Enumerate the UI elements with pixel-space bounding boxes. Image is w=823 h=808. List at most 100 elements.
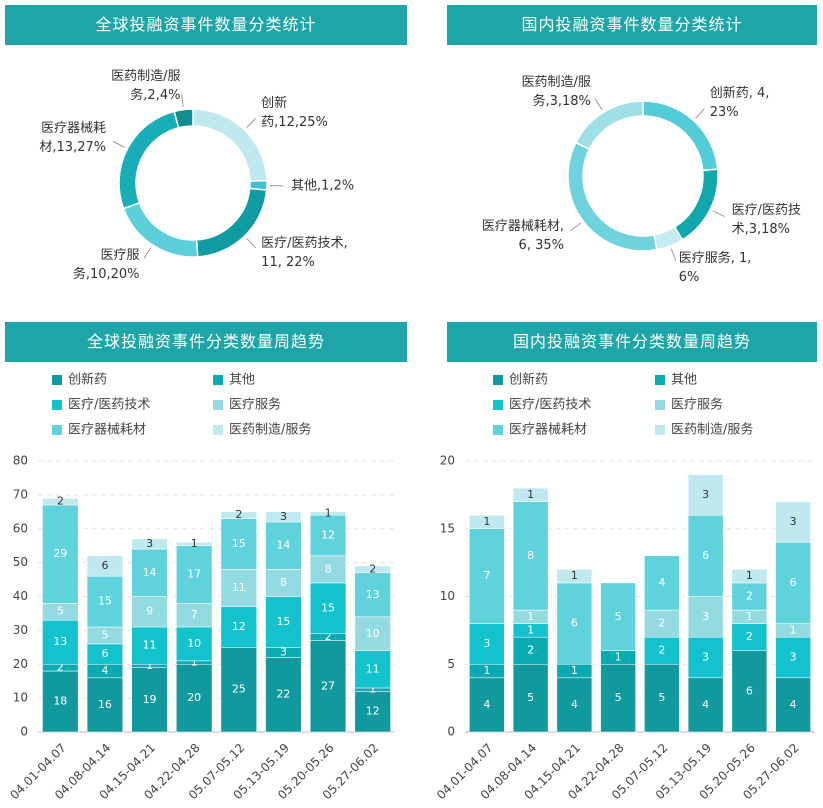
bar-segment xyxy=(265,511,302,523)
donut-slice xyxy=(673,168,719,241)
bar-segment xyxy=(600,582,636,651)
bar-segment xyxy=(131,548,168,597)
data-label: 2 xyxy=(527,644,534,657)
y-tick-label: 20 xyxy=(440,454,455,468)
data-label: 3 xyxy=(702,650,709,663)
data-label: 2 xyxy=(658,644,665,657)
leader-line xyxy=(670,248,677,262)
data-label: 6 xyxy=(101,559,108,572)
leader-line xyxy=(594,98,603,110)
bar-segment xyxy=(687,636,724,679)
data-label: 5 xyxy=(57,605,64,618)
bar-segment xyxy=(512,664,549,733)
legend-label: 医疗/医药技术 xyxy=(509,398,591,413)
data-label: 2 xyxy=(369,562,376,575)
data-label: 11 xyxy=(143,639,157,652)
bar-segment xyxy=(131,538,168,550)
bar-segment xyxy=(220,511,257,519)
data-label: 其他,1,2% xyxy=(290,178,355,194)
data-label: 3 xyxy=(702,610,709,623)
legend-label: 医疗服务 xyxy=(671,397,723,413)
bar-segment xyxy=(86,575,124,628)
bar-segment xyxy=(354,691,391,733)
data-label: 1 xyxy=(483,664,490,677)
bar-segment xyxy=(775,636,811,679)
bar-segment xyxy=(775,542,811,624)
data-label: 2 xyxy=(57,495,64,508)
data-label: 7 xyxy=(483,569,490,582)
bar-segment xyxy=(354,572,391,618)
donut-slice xyxy=(192,108,268,182)
bar-segment xyxy=(354,616,391,651)
data-label: 7 xyxy=(191,608,198,621)
data-label: 1 xyxy=(325,507,332,520)
data-label: 1 xyxy=(527,488,534,501)
bar-segment xyxy=(220,606,257,648)
data-label: 6 xyxy=(702,549,709,562)
legend-swatch xyxy=(52,425,62,435)
data-label: 1 xyxy=(483,515,490,528)
legend-label: 医疗器械耗材 xyxy=(509,423,587,438)
legend-swatch xyxy=(655,375,665,385)
leader-line xyxy=(180,93,184,107)
bar-segment xyxy=(354,565,391,574)
data-label: 8 xyxy=(325,562,332,575)
legend-swatch xyxy=(213,375,223,385)
bar-segment xyxy=(512,501,549,611)
bar-segment xyxy=(220,569,257,607)
bar-segment xyxy=(309,555,347,584)
data-label: 14 xyxy=(143,566,157,579)
y-tick-label: 40 xyxy=(13,589,28,603)
data-label: 5 xyxy=(615,610,622,623)
bar-segment xyxy=(556,677,593,733)
data-label: 6 xyxy=(746,684,753,697)
data-label: 1 xyxy=(571,569,578,582)
legend-swatch xyxy=(52,375,62,385)
data-label: 15 xyxy=(276,615,290,628)
data-label: 1 xyxy=(746,569,753,582)
data-label: 19 xyxy=(143,693,157,706)
y-tick-label: 0 xyxy=(20,725,28,739)
data-label: 3 xyxy=(790,650,797,663)
data-label: 创新药, 4, 23% xyxy=(709,85,770,120)
y-tick-label: 30 xyxy=(13,623,28,637)
data-label: 1 xyxy=(191,537,198,550)
bar-segment xyxy=(309,582,347,635)
bar-segment xyxy=(731,650,768,733)
bar-segment xyxy=(775,501,811,543)
bar-segment xyxy=(42,619,79,665)
donut-slice xyxy=(118,110,180,210)
data-label: 4 xyxy=(790,698,797,711)
data-label: 13 xyxy=(53,635,67,648)
data-label: 27 xyxy=(321,679,335,692)
bar-segment xyxy=(86,555,124,577)
leader-line xyxy=(570,222,582,232)
bar-segment xyxy=(265,657,302,733)
data-label: 1 xyxy=(746,610,753,623)
bar-segment xyxy=(644,609,680,638)
bar-segment xyxy=(556,582,593,665)
bar-segment xyxy=(42,670,79,733)
y-tick-label: 10 xyxy=(440,589,455,603)
data-label: 1 xyxy=(790,623,797,636)
data-label: 1 xyxy=(527,623,534,636)
legend-swatch xyxy=(655,400,665,410)
bar-segment xyxy=(309,514,347,557)
chart-title: 全球投融资事件分类数量周趋势 xyxy=(5,322,407,362)
legend-label: 其他 xyxy=(229,373,255,388)
data-label: 医疗服务,10,20% xyxy=(72,248,140,283)
bar-segment xyxy=(176,545,213,604)
data-label: 医疗器械耗材, 6, 35% xyxy=(481,218,564,253)
bar-segment xyxy=(309,640,347,733)
bar-segment xyxy=(42,504,79,604)
y-tick-label: 10 xyxy=(13,691,28,705)
bar-segment xyxy=(176,664,213,733)
bar-segment xyxy=(731,623,768,651)
donut-slice xyxy=(195,187,268,258)
data-label: 3 xyxy=(483,637,490,650)
bar-segment xyxy=(176,626,213,662)
legend-swatch xyxy=(213,400,223,410)
data-label: 1 xyxy=(527,610,534,623)
